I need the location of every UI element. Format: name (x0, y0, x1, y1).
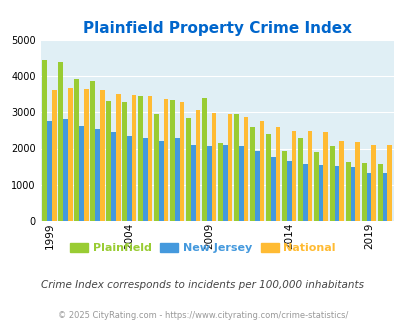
Bar (154, 114, 158, 221)
Bar (270, 157, 275, 221)
Bar (366, 173, 371, 221)
Text: © 2025 CityRating.com - https://www.cityrating.com/crime-statistics/: © 2025 CityRating.com - https://www.city… (58, 311, 347, 320)
Bar (377, 164, 382, 221)
Bar (175, 138, 179, 221)
Bar (243, 117, 248, 221)
Bar (350, 167, 355, 221)
Legend: Plainfield, New Jersey, National: Plainfield, New Jersey, National (66, 238, 339, 257)
Bar (131, 95, 136, 221)
Bar (361, 163, 366, 221)
Bar (355, 142, 359, 221)
Bar (147, 96, 152, 221)
Bar (111, 132, 115, 221)
Bar (58, 62, 63, 221)
Bar (345, 162, 350, 221)
Bar (195, 110, 200, 221)
Bar (265, 134, 270, 221)
Bar (190, 145, 195, 221)
Bar (100, 90, 104, 221)
Bar (217, 143, 222, 221)
Bar (95, 128, 100, 221)
Bar (42, 59, 47, 221)
Bar (90, 81, 95, 221)
Bar (158, 141, 163, 221)
Bar (202, 98, 206, 221)
Bar (307, 131, 311, 221)
Bar (79, 126, 83, 221)
Bar (163, 99, 168, 221)
Bar (106, 101, 111, 221)
Bar (233, 114, 238, 221)
Bar (259, 121, 264, 221)
Bar (52, 90, 56, 221)
Bar (371, 145, 375, 221)
Bar (179, 102, 184, 221)
Bar (74, 79, 79, 221)
Bar (211, 113, 216, 221)
Bar (275, 127, 279, 221)
Title: Plainfield Property Crime Index: Plainfield Property Crime Index (83, 21, 351, 36)
Bar (138, 96, 143, 221)
Bar (281, 151, 286, 221)
Bar (115, 94, 120, 221)
Bar (68, 88, 72, 221)
Bar (222, 145, 227, 221)
Bar (297, 138, 302, 221)
Bar (170, 100, 175, 221)
Bar (329, 146, 334, 221)
Bar (302, 164, 307, 221)
Bar (323, 132, 328, 221)
Bar (63, 119, 68, 221)
Bar (227, 115, 232, 221)
Bar (382, 173, 386, 221)
Bar (206, 146, 211, 221)
Bar (127, 136, 131, 221)
Bar (318, 165, 323, 221)
Bar (83, 89, 88, 221)
Bar (339, 141, 343, 221)
Bar (143, 138, 147, 221)
Bar (286, 161, 291, 221)
Bar (47, 121, 52, 221)
Bar (313, 152, 318, 221)
Bar (254, 151, 259, 221)
Bar (334, 166, 339, 221)
Bar (249, 127, 254, 221)
Bar (185, 117, 190, 221)
Bar (386, 145, 391, 221)
Bar (238, 146, 243, 221)
Text: Crime Index corresponds to incidents per 100,000 inhabitants: Crime Index corresponds to incidents per… (41, 280, 364, 290)
Bar (122, 102, 127, 221)
Bar (291, 131, 296, 221)
